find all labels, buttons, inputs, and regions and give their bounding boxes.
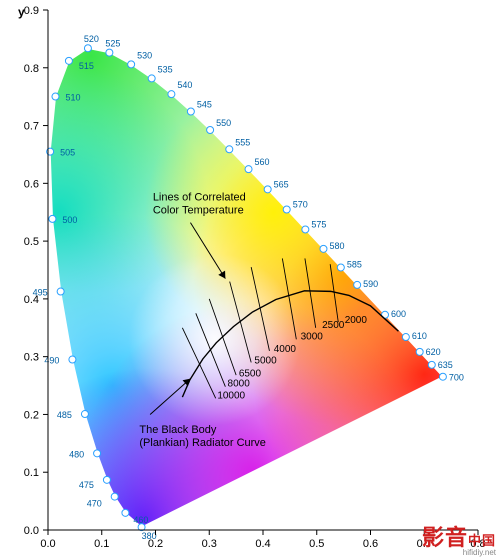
locus-marker (52, 93, 59, 100)
locus-marker (103, 476, 110, 483)
locus-wavelength-label: 480 (69, 449, 84, 459)
y-tick-label: 0.1 (24, 467, 39, 479)
watermark-main: 影音 (422, 525, 468, 550)
y-tick-label: 0.0 (24, 525, 39, 537)
locus-marker (283, 206, 290, 213)
locus-marker (354, 281, 361, 288)
annotation-cct: Lines of CorrelatedColor Temperature (153, 192, 246, 217)
locus-wavelength-label: 570 (293, 200, 308, 210)
locus-wavelength-label: 700 (449, 373, 464, 383)
locus-marker (65, 57, 72, 64)
locus-marker (439, 373, 446, 380)
locus-marker (148, 75, 155, 82)
x-tick-label: 0.3 (202, 538, 217, 550)
cct-label: 8000 (228, 379, 251, 390)
x-tick-label: 0.2 (148, 538, 163, 550)
cct-label: 10000 (217, 390, 245, 401)
x-tick-label: 0.0 (40, 538, 55, 550)
locus-wavelength-label: 560 (255, 157, 270, 167)
locus-wavelength-label: 500 (62, 215, 77, 225)
locus-wavelength-label: 475 (79, 480, 94, 490)
locus-marker (187, 108, 194, 115)
locus-marker (49, 215, 56, 222)
cct-label: 6500 (239, 368, 262, 379)
locus-marker (168, 91, 175, 98)
locus-marker (264, 186, 271, 193)
locus-marker (337, 264, 344, 271)
locus-marker (84, 45, 91, 52)
locus-wavelength-label: 515 (79, 61, 94, 71)
locus-wavelength-label: 635 (438, 360, 453, 370)
watermark-side: 中国 (468, 533, 496, 548)
annotation-text: Color Temperature (153, 205, 244, 217)
locus-wavelength-label: 520 (84, 34, 99, 44)
locus-marker (81, 411, 88, 418)
y-tick-label: 0.7 (24, 121, 39, 133)
locus-marker (320, 245, 327, 252)
cct-label: 2000 (345, 315, 368, 326)
locus-marker (57, 288, 64, 295)
locus-wavelength-label: 585 (347, 259, 362, 269)
x-tick-label: 0.4 (255, 538, 270, 550)
locus-wavelength-label: 525 (105, 39, 120, 49)
locus-wavelength-label: 485 (57, 410, 72, 420)
locus-marker (302, 226, 309, 233)
watermark: 影音中国 hifidiy.net (422, 527, 496, 557)
locus-wavelength-label: 600 (391, 309, 406, 319)
locus-wavelength-label: 555 (235, 137, 250, 147)
y-tick-label: 0.5 (24, 236, 39, 248)
y-axis-label: y (18, 5, 25, 19)
locus-marker (94, 450, 101, 457)
cct-label: 2500 (322, 320, 345, 331)
x-tick-label: 0.5 (309, 538, 324, 550)
locus-marker (428, 361, 435, 368)
annotation-text: (Plankian) Radiator Curve (139, 437, 266, 449)
y-tick-label: 0.2 (24, 409, 39, 421)
locus-wavelength-label: 505 (60, 148, 75, 158)
locus-marker (245, 166, 252, 173)
locus-wavelength-label: 460 (133, 515, 148, 525)
locus-marker (128, 61, 135, 68)
locus-marker (416, 348, 423, 355)
y-tick-label: 0.4 (24, 294, 39, 306)
annotation-text: The Black Body (139, 424, 217, 436)
locus-marker (402, 334, 409, 341)
x-tick-label: 0.1 (94, 538, 109, 550)
locus-wavelength-label: 535 (158, 64, 173, 74)
watermark-sub: hifidiy.net (422, 549, 496, 557)
cct-label: 3000 (301, 331, 324, 342)
locus-wavelength-label: 530 (137, 50, 152, 60)
locus-marker (226, 146, 233, 153)
chromaticity-figure: 3804604704754804854904955005055105155205… (0, 0, 500, 559)
locus-wavelength-label: 590 (363, 279, 378, 289)
x-tick-label: 0.6 (363, 538, 378, 550)
cct-label: 5000 (254, 356, 277, 367)
locus-marker (69, 356, 76, 363)
locus-marker (122, 509, 129, 516)
locus-wavelength-label: 610 (412, 331, 427, 341)
y-tick-label: 0.6 (24, 178, 39, 190)
locus-wavelength-label: 575 (311, 219, 326, 229)
chart-svg: 3804604704754804854904955005055105155205… (0, 0, 500, 559)
chromaticity-fill (48, 10, 478, 530)
y-tick-label: 0.3 (24, 352, 39, 364)
locus-wavelength-label: 545 (197, 100, 212, 110)
annotation-text: Lines of Correlated (153, 192, 246, 204)
y-tick-label: 0.8 (24, 63, 39, 75)
locus-wavelength-label: 565 (274, 179, 289, 189)
locus-wavelength-label: 550 (216, 118, 231, 128)
locus-wavelength-label: 470 (87, 499, 102, 509)
locus-marker (111, 493, 118, 500)
locus-marker (106, 49, 113, 56)
locus-wavelength-label: 620 (426, 347, 441, 357)
locus-wavelength-label: 580 (329, 241, 344, 251)
y-tick-label: 0.9 (24, 5, 39, 17)
locus-marker (207, 127, 214, 134)
locus-wavelength-label: 540 (177, 80, 192, 90)
locus-wavelength-label: 510 (65, 93, 80, 103)
cct-label: 4000 (274, 344, 297, 355)
